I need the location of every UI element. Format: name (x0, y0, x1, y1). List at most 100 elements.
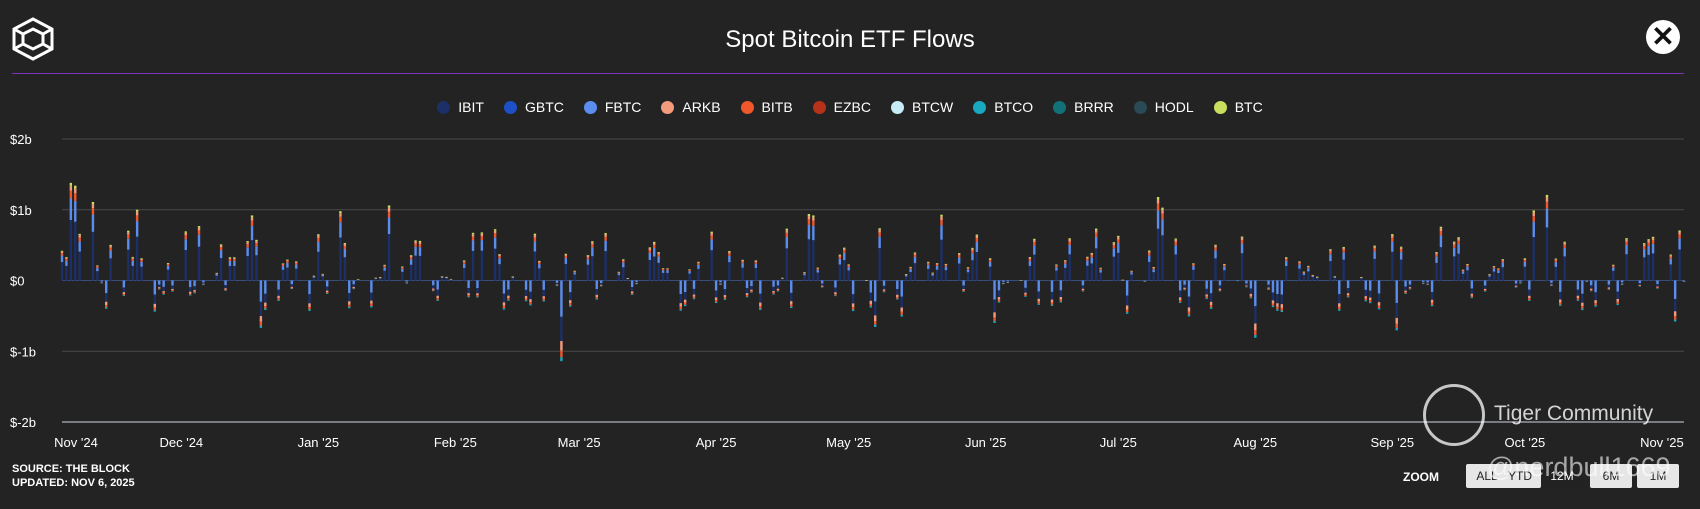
legend-item-hodl[interactable]: HODL (1133, 99, 1194, 115)
bar-segment (1028, 256, 1032, 258)
bar-segment (1678, 238, 1681, 250)
bar-segment (498, 258, 501, 265)
bar-segment (246, 242, 249, 245)
bar-segment (560, 350, 563, 358)
bar-segment (1050, 291, 1054, 300)
bar-segment (573, 270, 576, 272)
zoom-1m-button[interactable]: 1M (1637, 464, 1679, 488)
bar-segment (962, 290, 965, 292)
legend-swatch (1053, 100, 1067, 114)
bar-segment (449, 278, 453, 280)
bar-segment (909, 272, 912, 281)
bar-segment (896, 296, 899, 299)
bar-segment (1148, 261, 1151, 281)
bar-segment (1298, 264, 1301, 269)
bar-segment (851, 303, 855, 308)
bar-segment (812, 240, 815, 281)
bar-segment (591, 256, 594, 281)
legend-item-btcw[interactable]: BTCW (891, 99, 953, 115)
legend-item-btc[interactable]: BTC (1213, 99, 1263, 115)
bar-segment (555, 282, 559, 285)
bar-segment (988, 266, 992, 281)
bar-segment (869, 292, 872, 301)
bar-segment (135, 215, 139, 222)
zoom-6m-button[interactable]: 6M (1590, 464, 1632, 488)
bar-segment (1422, 282, 1425, 284)
legend-item-brrr[interactable]: BRRR (1053, 99, 1114, 115)
legend-item-bitb[interactable]: BITB (740, 99, 793, 115)
bar-segment (820, 280, 824, 284)
bar-segment (661, 272, 665, 281)
bar-segment (219, 247, 223, 251)
bar-segment (1483, 290, 1487, 292)
bar-segment (1612, 264, 1615, 266)
bar-segment (1050, 280, 1054, 292)
bar-segment (1094, 230, 1098, 233)
bar-segment (1214, 250, 1217, 259)
legend-item-ibit[interactable]: IBIT (437, 99, 484, 115)
bar-segment (1669, 256, 1672, 259)
bar-segment (776, 290, 780, 291)
bar-segment (569, 303, 572, 306)
bar-segment (1682, 281, 1686, 283)
bar-segment (65, 256, 68, 258)
bar-segment (1329, 250, 1332, 252)
zoom-ytd-button[interactable]: YTD (1499, 464, 1541, 488)
bar-segment (569, 280, 572, 293)
bar-segment (971, 260, 974, 281)
bar-segment (1360, 278, 1363, 281)
bar-segment (586, 259, 590, 265)
bar-segment (1209, 293, 1213, 302)
bar-segment (1090, 263, 1093, 281)
bar-segment (74, 185, 77, 189)
bar-segment (1081, 290, 1085, 292)
bar-segment (688, 273, 691, 281)
bar-segment (834, 292, 837, 295)
bar-segment (635, 283, 638, 284)
bar-segment (100, 282, 103, 284)
bar-segment (909, 266, 912, 268)
bar-segment (878, 248, 881, 281)
bar-segment (1081, 285, 1085, 289)
bar-segment (878, 228, 881, 230)
bar-segment (1152, 268, 1155, 270)
bar-segment (1435, 256, 1438, 263)
bar-segment (1678, 230, 1681, 232)
bar-segment (409, 255, 413, 258)
bar-segment (1346, 293, 1350, 296)
bar-segment (69, 198, 73, 220)
legend-item-btco[interactable]: BTCO (973, 99, 1033, 115)
bar-segment (1501, 259, 1504, 261)
x-tick-label: Oct '25 (1505, 435, 1546, 450)
legend-swatch (437, 100, 451, 114)
legend-item-fbtc[interactable]: FBTC (583, 99, 641, 115)
bar-segment (370, 300, 373, 304)
bar-segment (807, 213, 811, 216)
bar-segment (555, 285, 559, 286)
close-icon[interactable]: ✕ (1646, 20, 1680, 54)
bar-segment (847, 270, 850, 281)
bar-segment (900, 311, 903, 315)
bar-segment (529, 280, 532, 292)
legend-item-gbtc[interactable]: GBTC (503, 99, 564, 115)
bar-segment (171, 290, 174, 292)
bar-segment (1086, 256, 1089, 258)
bar-segment (401, 266, 404, 268)
legend-swatch (973, 100, 987, 114)
bar-segment (1643, 243, 1646, 245)
bar-segment (529, 304, 532, 306)
bar-segment (1678, 234, 1681, 239)
bar-segment (851, 280, 855, 295)
legend-item-ezbc[interactable]: EZBC (812, 99, 871, 115)
bar-segment (498, 254, 501, 255)
bar-segment (1616, 301, 1619, 304)
bar-segment (1399, 252, 1403, 260)
bar-segment (1554, 259, 1558, 261)
the-block-cube-icon[interactable] (10, 16, 56, 62)
bar-segment (1589, 288, 1593, 290)
bar-segment (1607, 289, 1611, 290)
bar-segment (1497, 268, 1500, 270)
bar-segment (1205, 288, 1208, 295)
legend-item-arkb[interactable]: ARKB (661, 99, 721, 115)
zoom-12m-button[interactable]: 12M (1541, 464, 1583, 488)
